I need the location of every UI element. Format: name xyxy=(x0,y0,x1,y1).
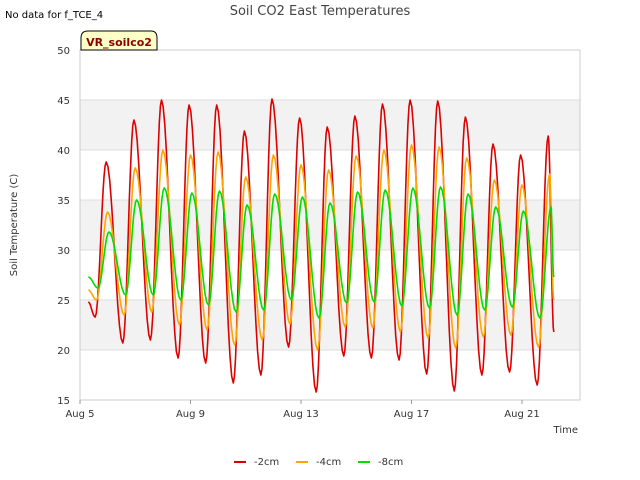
grid-band xyxy=(80,250,580,300)
y-tick-label: 45 xyxy=(57,96,70,107)
x-axis: Aug 5 Aug 9 Aug 13 Aug 17 Aug 21 xyxy=(65,400,540,420)
legend-label: -4cm xyxy=(316,457,341,468)
y-tick-label: 40 xyxy=(57,146,70,157)
chart-title: Soil CO2 East Temperatures xyxy=(230,4,411,19)
series-lines xyxy=(87,98,555,393)
y-axis-title: Soil Temperature (C) xyxy=(9,174,20,277)
no-data-note: No data for f_TCE_4 xyxy=(5,10,103,21)
y-axis: 15 20 25 30 35 40 45 50 xyxy=(57,46,70,407)
x-tick-label: Aug 9 xyxy=(176,409,205,420)
y-tick-label: 35 xyxy=(57,196,70,207)
y-tick-label: 25 xyxy=(57,296,70,307)
y-tick-label: 20 xyxy=(57,346,70,357)
y-tick-label: 50 xyxy=(57,46,70,57)
x-tick-label: Aug 5 xyxy=(65,409,94,420)
plot-background xyxy=(80,49,580,401)
x-axis-title: Time xyxy=(553,425,578,436)
legend: -2cm -4cm -8cm xyxy=(234,457,403,468)
series-line-2cm xyxy=(87,98,555,393)
y-tick-label: 30 xyxy=(57,246,70,257)
site-tag-box xyxy=(80,30,158,51)
plot-frame xyxy=(79,49,581,401)
site-tag: VR_soilco2 xyxy=(80,30,158,51)
x-tick-label: Aug 17 xyxy=(394,409,429,420)
y-tick-label: 15 xyxy=(57,396,70,407)
x-tick-label: Aug 13 xyxy=(283,409,318,420)
x-tick-label: Aug 21 xyxy=(504,409,539,420)
legend-label: -8cm xyxy=(378,457,403,468)
grid-band xyxy=(80,350,580,400)
legend-label: -2cm xyxy=(254,457,279,468)
site-tag-label: VR_soilco2 xyxy=(86,36,152,49)
grid-band xyxy=(80,300,580,350)
series-line-8cm xyxy=(88,186,555,319)
series-line-4cm xyxy=(88,144,555,351)
grid-band xyxy=(80,50,580,100)
